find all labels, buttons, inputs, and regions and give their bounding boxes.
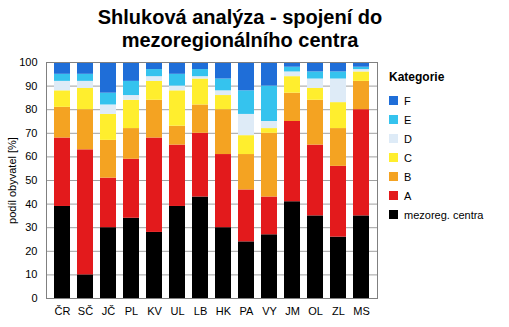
svg-text:80: 80 — [25, 103, 37, 115]
svg-text:VY: VY — [262, 305, 277, 317]
html-text:E: E — [404, 113, 412, 126]
svg-text:HK: HK — [216, 305, 232, 317]
html-text:C: C — [404, 151, 412, 164]
svg-text:SČ: SČ — [78, 305, 93, 317]
svg-text:90: 90 — [25, 80, 37, 92]
svg-text:40: 40 — [25, 198, 37, 210]
html-text:D: D — [404, 132, 412, 145]
svg-text:UL: UL — [170, 305, 184, 317]
svg-text:ZL: ZL — [332, 305, 345, 317]
svg-text:JČ: JČ — [102, 305, 116, 317]
svg-text:OL: OL — [308, 305, 323, 317]
svg-text:30: 30 — [25, 221, 37, 233]
svg-text:PA: PA — [240, 305, 255, 317]
svg-text:10: 10 — [25, 268, 37, 280]
svg-text:20: 20 — [25, 245, 37, 257]
svg-text:0: 0 — [31, 292, 37, 304]
svg-text:60: 60 — [25, 150, 37, 162]
html-text:B: B — [404, 170, 412, 183]
svg-text:KV: KV — [147, 305, 162, 317]
svg-text:50: 50 — [25, 174, 37, 186]
svg-text:100: 100 — [19, 56, 37, 68]
svg-text:MS: MS — [353, 305, 370, 317]
svg-text:JM: JM — [285, 305, 300, 317]
html-text:A: A — [404, 189, 412, 202]
html-text:F: F — [404, 94, 411, 107]
html-text:Kategorie: Kategorie — [389, 70, 445, 84]
svg-text:podíl obyvatel [%]: podíl obyvatel [%] — [6, 137, 18, 224]
svg-text:PL: PL — [125, 305, 138, 317]
svg-text:LB: LB — [194, 305, 207, 317]
html-text:mezoreg. centra: mezoreg. centra — [404, 208, 484, 221]
html-text:Shluková analýza - spojení do: Shluková analýza - spojení do mezoregion… — [97, 6, 383, 51]
svg-text:70: 70 — [25, 127, 37, 139]
svg-text:ČR: ČR — [55, 305, 71, 317]
